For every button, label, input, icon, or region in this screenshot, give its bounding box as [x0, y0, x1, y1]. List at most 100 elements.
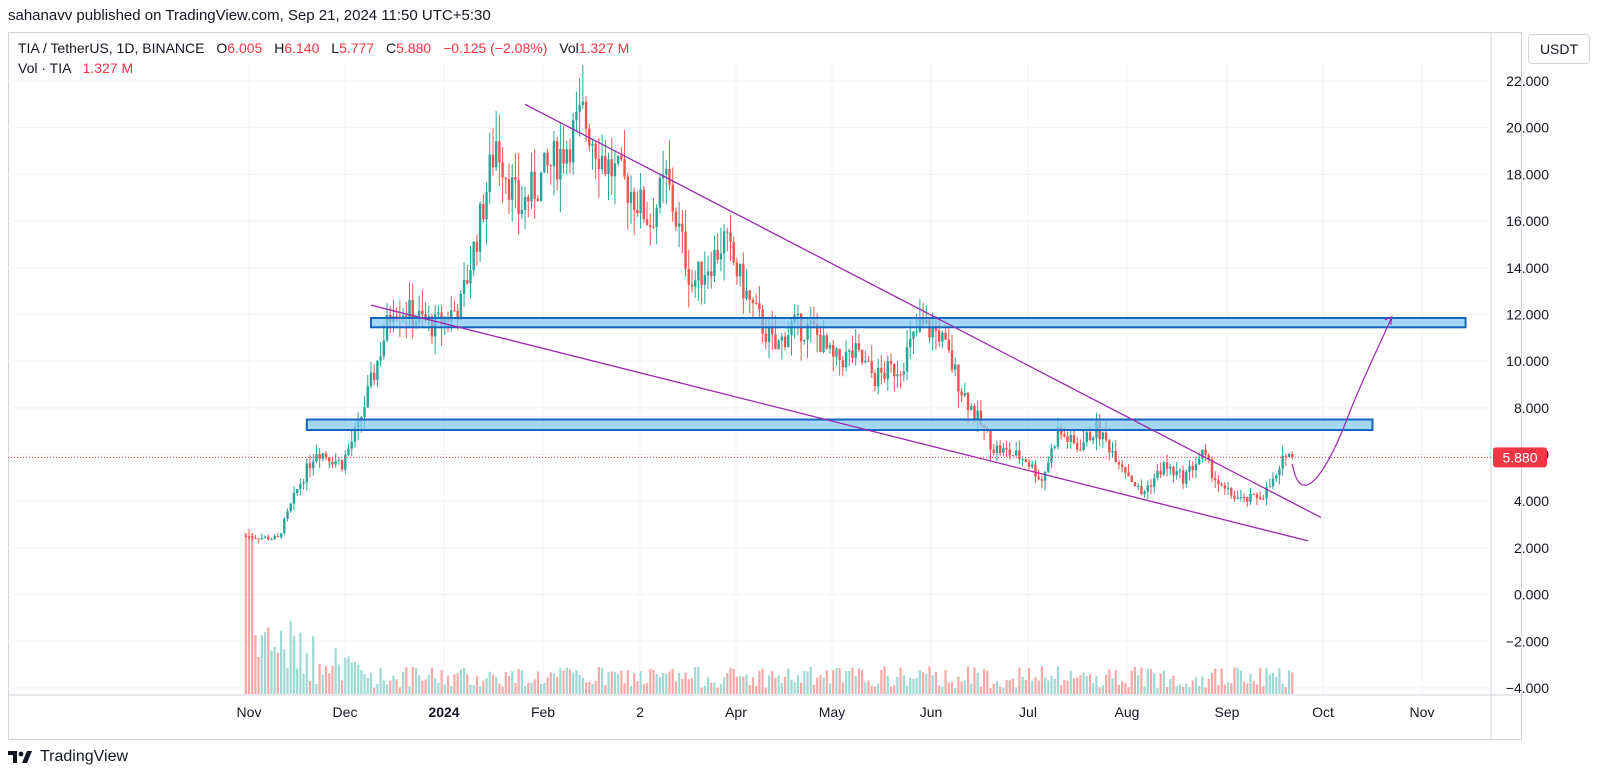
candle-body	[899, 374, 902, 376]
candle-body	[1226, 488, 1230, 490]
candle-body	[738, 263, 742, 277]
candle-body	[893, 363, 896, 377]
volume-bar	[1169, 679, 1172, 694]
volume-bar	[434, 678, 437, 694]
candle-body	[1059, 427, 1063, 435]
volume-bar	[446, 675, 450, 694]
volume-bar	[501, 686, 504, 694]
volume-bar	[848, 670, 851, 694]
volume-bar	[357, 664, 360, 694]
volume-bar	[697, 666, 700, 694]
volume-bar	[456, 673, 459, 694]
volume-bar	[1233, 667, 1236, 694]
volume-bar	[716, 687, 719, 694]
candle-body	[251, 536, 254, 539]
candle-body	[1124, 466, 1127, 473]
volume-bar	[713, 682, 716, 694]
candle-body	[1104, 432, 1108, 441]
candle-body	[292, 492, 296, 504]
candle-body	[729, 232, 732, 242]
candle-body	[1072, 435, 1076, 444]
candle-body	[867, 360, 870, 362]
volume-bar	[809, 666, 812, 694]
volume-bar	[270, 650, 273, 694]
volume-bar	[745, 674, 748, 694]
volume-bar	[883, 666, 886, 694]
candle-body	[1188, 465, 1191, 472]
volume-bar	[787, 668, 790, 694]
candle-body	[421, 310, 424, 315]
candle-body	[787, 335, 790, 348]
candle-body	[989, 430, 992, 450]
volume-bar	[543, 683, 546, 694]
candle-body	[1043, 472, 1047, 481]
candle-body	[1255, 494, 1259, 498]
volume-bar	[1024, 679, 1027, 694]
candle-body	[1242, 497, 1246, 499]
volume-bar	[642, 684, 645, 694]
volume-bar	[244, 532, 247, 694]
volume-bar	[572, 672, 575, 694]
currency-button[interactable]: USDT	[1528, 34, 1590, 64]
candle-body	[539, 172, 543, 201]
candle-body	[992, 449, 995, 453]
volume-bar	[430, 667, 434, 694]
candle-body	[417, 310, 421, 322]
volume-bar	[777, 675, 780, 694]
volume-bar	[421, 680, 424, 694]
volume-bar	[251, 533, 254, 694]
candle-body	[806, 324, 809, 340]
volume-bar	[305, 652, 308, 694]
volume-bar	[588, 681, 591, 694]
candle-body	[674, 211, 678, 227]
price-tick-label: 4.000	[1514, 493, 1549, 509]
legend-open-label: O	[216, 40, 228, 56]
candle-body	[581, 101, 585, 105]
candle-body	[726, 231, 729, 233]
candle-body	[828, 345, 832, 349]
volume-bar	[726, 673, 729, 694]
volume-series-label[interactable]: Vol · TIA	[18, 60, 71, 76]
candle-body	[1249, 493, 1252, 502]
candle-body	[279, 533, 283, 538]
candle-body	[491, 154, 495, 168]
volume-bar	[1005, 680, 1008, 694]
volume-bar	[540, 683, 543, 694]
candle-body	[1037, 476, 1040, 480]
volume-bar	[771, 671, 774, 694]
volume-bar	[957, 676, 960, 694]
volume-bar	[960, 681, 963, 694]
time-tick-label: Jul	[1019, 704, 1037, 720]
volume-bar	[597, 667, 600, 694]
volume-bar	[1185, 683, 1188, 694]
candle-body	[1262, 498, 1265, 500]
candle-body	[501, 162, 504, 178]
time-tick-label: Sep	[1215, 704, 1240, 720]
chart-frame[interactable]	[8, 32, 1522, 740]
candle-body	[523, 196, 527, 210]
volume-bar	[353, 661, 357, 694]
time-axis: Nov Dec 2024 Feb 2 Apr May Jun Jul Aug Sep Oct Nov	[237, 704, 1435, 720]
candle-body	[469, 270, 472, 284]
candle-body	[803, 339, 806, 342]
candle-body	[629, 191, 633, 203]
volume-bar	[780, 682, 783, 694]
legend-symbol[interactable]: TIA / TetherUS, 1D, BINANCE	[18, 40, 205, 56]
volume-bar	[620, 670, 623, 694]
candle-body	[1101, 432, 1105, 440]
volume-bar	[1031, 680, 1034, 694]
volume-bar	[928, 666, 931, 694]
volume-bar	[1146, 668, 1149, 694]
volume-bar	[626, 670, 629, 694]
volume-bar	[857, 668, 860, 694]
volume-bar	[1175, 686, 1178, 694]
candle-body	[1002, 447, 1005, 453]
candle-body	[520, 209, 524, 215]
candle-body	[369, 372, 373, 387]
volume-bar	[340, 680, 344, 694]
tradingview-footer[interactable]: TradingView	[8, 742, 128, 772]
volume-bar	[485, 677, 488, 694]
volume-bar	[440, 670, 443, 694]
candle-body	[754, 302, 758, 304]
